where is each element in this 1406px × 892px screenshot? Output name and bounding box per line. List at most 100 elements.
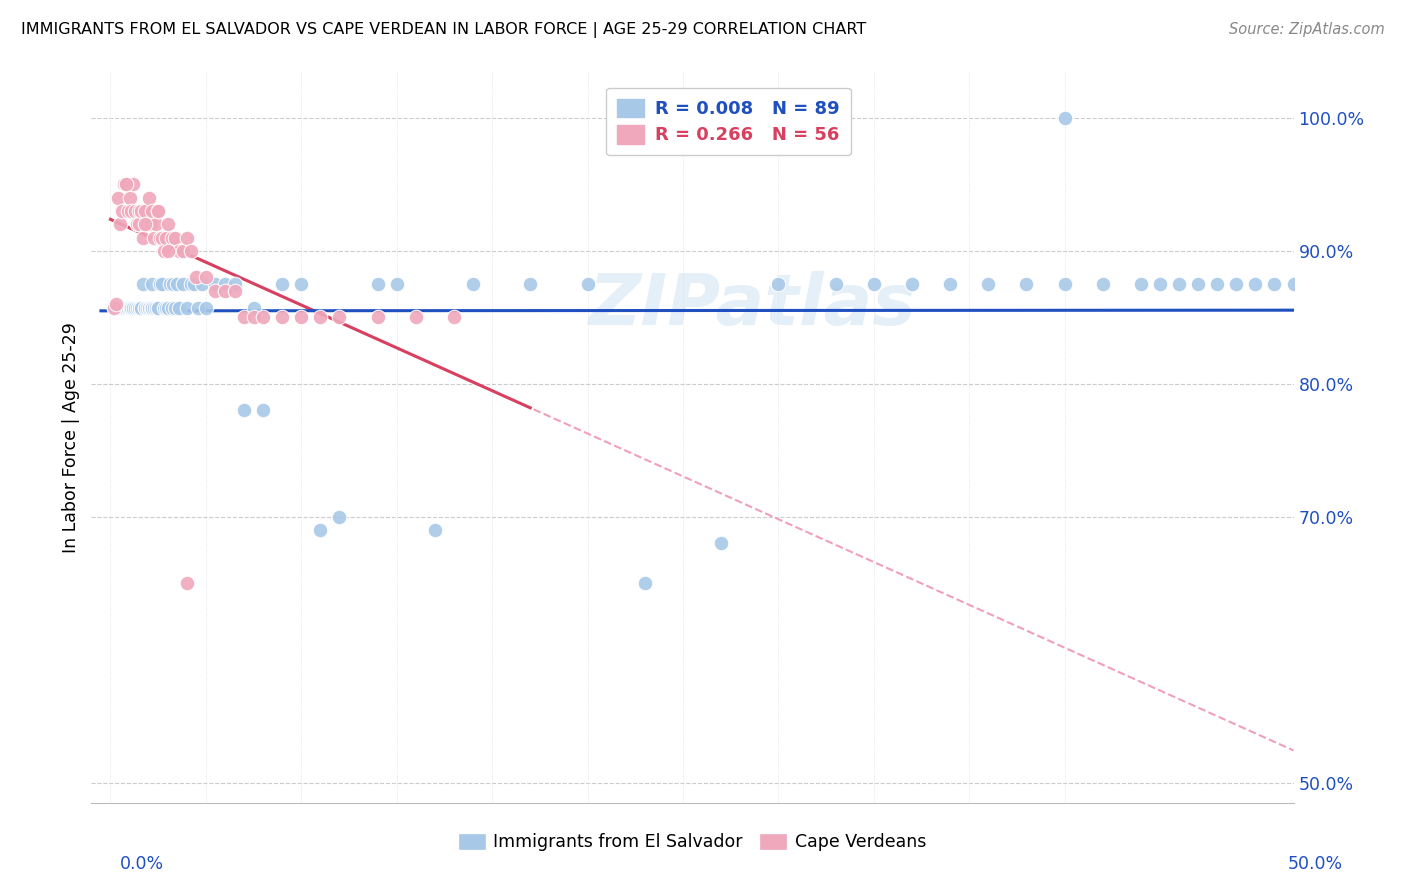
Point: [103, 301, 125, 315]
Point: [405, 310, 427, 325]
Point: [156, 244, 179, 258]
Point: [128, 301, 150, 315]
Point: [153, 244, 176, 258]
Point: [146, 301, 169, 315]
Point: [135, 301, 157, 315]
Point: [111, 204, 134, 219]
Point: [155, 230, 177, 244]
Point: [146, 301, 169, 315]
Point: [128, 217, 150, 231]
Point: [117, 301, 139, 315]
Point: [122, 301, 145, 315]
Point: [132, 230, 155, 244]
Point: [176, 301, 198, 315]
Text: ZIPatlas: ZIPatlas: [589, 271, 917, 340]
Point: [124, 204, 146, 219]
Point: [112, 178, 135, 192]
Legend: R = 0.008   N = 89, R = 0.266   N = 56: R = 0.008 N = 89, R = 0.266 N = 56: [606, 87, 851, 155]
Point: [224, 277, 246, 292]
Point: [122, 178, 145, 192]
Text: 50.0%: 50.0%: [1288, 855, 1343, 872]
Point: [1225, 277, 1247, 292]
Point: [132, 277, 155, 292]
Point: [214, 277, 236, 292]
Point: [128, 204, 150, 219]
Y-axis label: In Labor Force | Age 25-29: In Labor Force | Age 25-29: [62, 322, 80, 552]
Point: [367, 310, 389, 325]
Point: [146, 204, 169, 219]
Point: [138, 301, 160, 315]
Point: [128, 301, 150, 315]
Point: [114, 178, 136, 192]
Point: [108, 301, 131, 315]
Point: [112, 301, 135, 315]
Point: [141, 277, 163, 292]
Point: [111, 301, 134, 315]
Point: [214, 284, 236, 298]
Point: [117, 301, 139, 315]
Point: [824, 277, 846, 292]
Point: [183, 277, 205, 292]
Point: [153, 301, 176, 315]
Point: [118, 191, 141, 205]
Point: [233, 310, 256, 325]
Point: [1244, 277, 1267, 292]
Point: [160, 230, 183, 244]
Point: [141, 204, 163, 219]
Point: [129, 301, 152, 315]
Point: [576, 277, 599, 292]
Point: [120, 301, 143, 315]
Point: [443, 310, 465, 325]
Point: [1168, 277, 1191, 292]
Point: [103, 301, 125, 315]
Point: [107, 301, 129, 315]
Point: [242, 310, 264, 325]
Point: [186, 270, 208, 285]
Point: [461, 277, 484, 292]
Point: [166, 277, 188, 292]
Point: [108, 301, 131, 315]
Point: [145, 301, 167, 315]
Point: [1015, 277, 1038, 292]
Point: [120, 204, 143, 219]
Point: [901, 277, 924, 292]
Point: [233, 403, 256, 417]
Point: [1282, 277, 1305, 292]
Point: [165, 301, 187, 315]
Point: [939, 277, 962, 292]
Point: [1263, 277, 1285, 292]
Point: [176, 230, 198, 244]
Point: [156, 217, 179, 231]
Point: [328, 310, 350, 325]
Point: [634, 576, 657, 591]
Point: [105, 297, 128, 311]
Point: [127, 217, 149, 231]
Point: [176, 576, 198, 591]
Point: [224, 284, 246, 298]
Point: [114, 301, 136, 315]
Point: [187, 301, 209, 315]
Point: [117, 204, 139, 219]
Point: [105, 301, 128, 315]
Point: [156, 301, 179, 315]
Point: [1206, 277, 1229, 292]
Point: [134, 301, 156, 315]
Point: [143, 301, 166, 315]
Point: [180, 277, 202, 292]
Point: [146, 204, 169, 219]
Point: [204, 277, 226, 292]
Point: [124, 301, 146, 315]
Point: [134, 204, 156, 219]
Point: [141, 301, 163, 315]
Point: [162, 277, 184, 292]
Point: [138, 191, 160, 205]
Point: [155, 301, 177, 315]
Point: [191, 277, 214, 292]
Point: [108, 217, 131, 231]
Point: [271, 310, 294, 325]
Point: [172, 244, 194, 258]
Point: [138, 301, 160, 315]
Point: [768, 277, 790, 292]
Point: [252, 310, 274, 325]
Point: [143, 230, 166, 244]
